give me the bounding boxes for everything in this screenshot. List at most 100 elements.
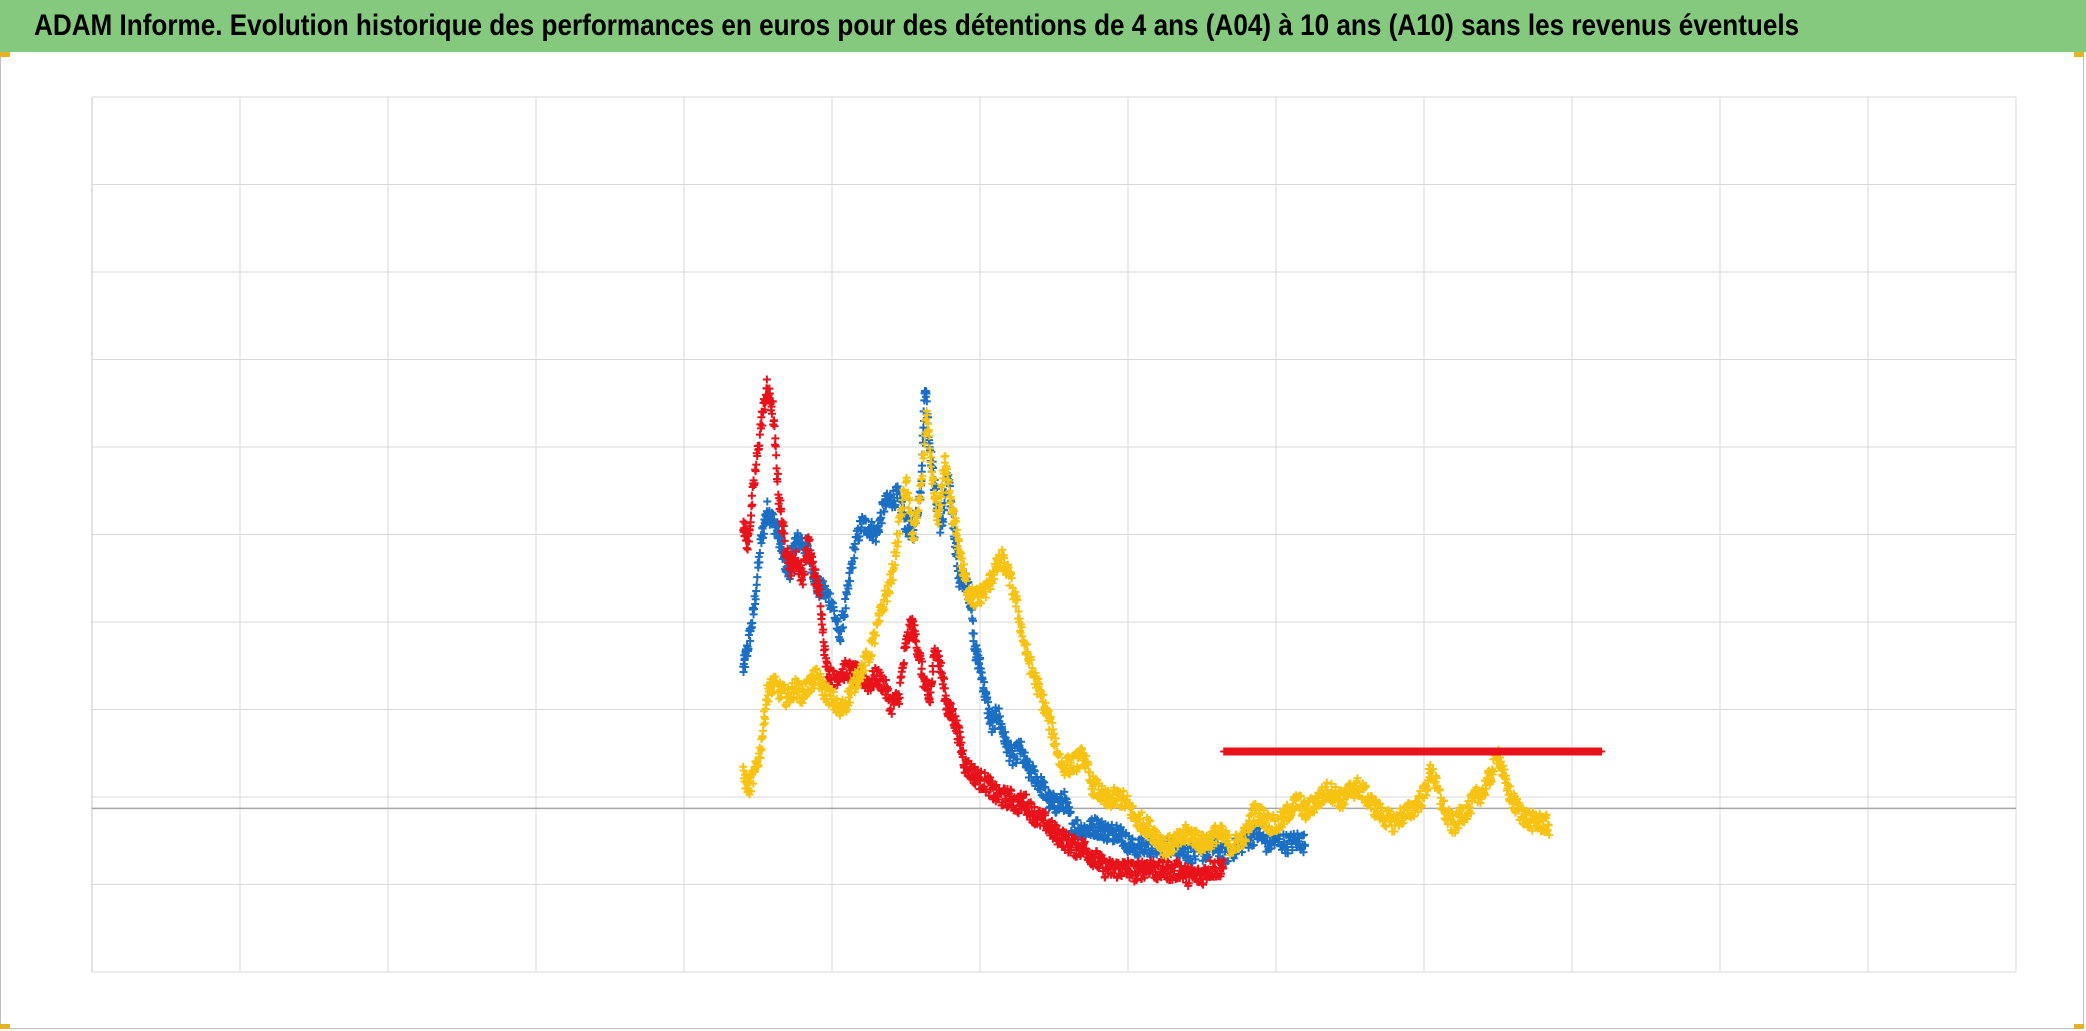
data-point: [985, 704, 994, 713]
data-point: [763, 497, 772, 506]
data-point: [1029, 762, 1038, 771]
data-point: [1180, 871, 1189, 880]
data-point: [959, 746, 968, 755]
data-point: [1199, 880, 1208, 889]
data-point: [1219, 856, 1228, 865]
data-point: [946, 699, 955, 708]
data-point: [1269, 811, 1278, 820]
data-point: [875, 527, 884, 536]
data-point: [746, 518, 755, 527]
data-point: [1146, 817, 1155, 826]
data-point: [747, 787, 756, 796]
data-point: [1025, 757, 1034, 766]
data-point: [1204, 852, 1213, 861]
data-point: [1500, 765, 1509, 774]
data-point: [916, 493, 925, 502]
data-point: [821, 690, 830, 699]
data-point: [1423, 785, 1432, 794]
data-point: [1467, 809, 1476, 818]
data-point: [838, 695, 847, 704]
data-point: [886, 704, 895, 713]
data-point: [1331, 783, 1340, 792]
data-point: [1497, 757, 1506, 766]
data-point: [755, 549, 764, 558]
data-point: [947, 495, 956, 504]
data-point: [1015, 614, 1024, 623]
data-point: [742, 779, 751, 788]
data-point: [920, 440, 929, 449]
data-point: [934, 520, 943, 529]
data-point: [840, 612, 849, 621]
data-point: [959, 560, 968, 569]
data-point: [995, 712, 1004, 721]
data-point: [1006, 792, 1015, 801]
data-point: [984, 698, 993, 707]
data-point: [762, 375, 771, 384]
data-point: [1046, 712, 1055, 721]
data-point: [922, 389, 931, 398]
data-point: [761, 714, 770, 723]
data-point: [928, 677, 937, 686]
data-point: [977, 599, 986, 608]
data-point: [860, 661, 869, 670]
data-point: [897, 510, 906, 519]
data-point: [957, 738, 966, 747]
data-point: [1055, 750, 1064, 759]
data-point: [1073, 816, 1082, 825]
data-point: [790, 566, 799, 575]
data-point: [748, 500, 757, 509]
data-point: [994, 704, 1003, 713]
data-point: [1353, 774, 1362, 783]
data-point: [992, 781, 1001, 790]
data-point: [969, 637, 978, 646]
data-point: [1322, 778, 1331, 787]
data-point: [1145, 815, 1154, 824]
data-point: [925, 432, 934, 441]
data-point: [855, 532, 864, 541]
data-point: [771, 434, 780, 443]
data-point: [1482, 784, 1491, 793]
data-point: [746, 636, 755, 645]
data-point: [1238, 829, 1247, 838]
data-point: [800, 570, 809, 579]
data-point: [771, 442, 780, 451]
data-point: [1440, 796, 1449, 805]
data-point: [750, 479, 759, 488]
data-point: [890, 560, 899, 569]
data-point: [775, 694, 784, 703]
data-point: [909, 617, 918, 626]
series-3: [1220, 747, 1606, 756]
title-bar: ADAM Informe. Evolution historique des p…: [0, 0, 2086, 52]
data-point: [861, 666, 870, 675]
data-point: [1052, 821, 1061, 830]
data-point: [918, 461, 927, 470]
data-point: [1449, 811, 1458, 820]
data-point: [944, 476, 953, 485]
data-point: [754, 563, 763, 572]
data-point: [1489, 767, 1498, 776]
data-point: [848, 563, 857, 572]
data-point: [818, 610, 827, 619]
data-point: [1012, 758, 1021, 767]
data-point: [777, 504, 786, 513]
data-point: [1300, 830, 1309, 839]
data-point: [838, 665, 847, 674]
data-point: [1034, 675, 1043, 684]
data-point: [1137, 808, 1146, 817]
data-point: [1030, 767, 1039, 776]
data-point: [1247, 823, 1256, 832]
data-point: [940, 674, 949, 683]
data-point: [990, 575, 999, 584]
data-point: [920, 450, 929, 459]
data-point: [894, 537, 903, 546]
data-point: [1288, 846, 1297, 855]
data-point: [792, 547, 801, 556]
data-point: [976, 776, 984, 785]
data-point: [861, 516, 870, 525]
data-point: [832, 694, 841, 703]
data-point: [975, 597, 984, 606]
data-point: [858, 673, 867, 682]
data-point: [772, 451, 781, 460]
data-point: [1502, 775, 1511, 784]
data-point: [937, 481, 946, 490]
